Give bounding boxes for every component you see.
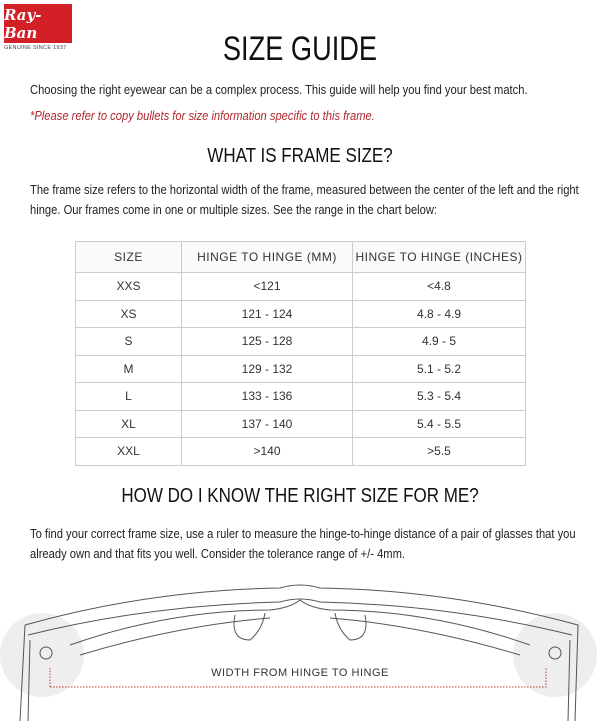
table-row: M 129 - 132 5.1 - 5.2 — [75, 354, 526, 383]
diagram-label: WIDTH FROM HINGE TO HINGE — [211, 667, 389, 679]
size-table: SIZE HINGE TO HINGE (MM) HINGE TO HINGE … — [75, 241, 526, 466]
right-size-heading: HOW DO I KNOW THE RIGHT SIZE FOR ME? — [121, 485, 479, 507]
header-mm: HINGE TO HINGE (MM) — [181, 241, 353, 273]
left-hinge-highlight — [0, 613, 84, 697]
size-cell: M — [75, 354, 182, 383]
right-hinge-highlight — [513, 613, 597, 697]
mm-cell: 137 - 140 — [181, 409, 353, 438]
mm-cell: >140 — [181, 437, 353, 466]
rayban-logo: Ray-Ban — [4, 4, 72, 43]
size-cell: S — [75, 327, 182, 356]
inches-cell: 4.8 - 4.9 — [352, 299, 526, 328]
measure-arrow — [49, 668, 547, 688]
glasses-frame-icon — [19, 584, 579, 721]
mm-cell: <121 — [181, 272, 353, 301]
table-row: XL 137 - 140 5.4 - 5.5 — [75, 409, 526, 438]
mm-cell: 121 - 124 — [181, 299, 353, 328]
table-row: L 133 - 136 5.3 - 5.4 — [75, 382, 526, 411]
page-title: SIZE GUIDE — [222, 30, 378, 68]
table-row: XXS <121 <4.8 — [75, 272, 526, 301]
table-row: XS 121 - 124 4.8 - 4.9 — [75, 299, 526, 328]
frame-size-text: The frame size refers to the horizontal … — [30, 182, 579, 217]
header-size: SIZE — [75, 241, 182, 273]
intro-text: Choosing the right eyewear can be a comp… — [30, 82, 528, 97]
size-cell: XXS — [75, 272, 182, 301]
size-cell: L — [75, 382, 182, 411]
header-inches: HINGE TO HINGE (INCHES) — [352, 241, 526, 273]
logo-tagline: GENUINE SINCE 1937 — [4, 45, 67, 51]
inches-cell: >5.5 — [352, 437, 526, 466]
mm-cell: 133 - 136 — [181, 382, 353, 411]
table-header: SIZE HINGE TO HINGE (MM) HINGE TO HINGE … — [75, 241, 526, 273]
inches-cell: 5.3 - 5.4 — [352, 382, 526, 411]
logo-text: Ray-Ban — [4, 5, 42, 42]
mm-cell: 125 - 128 — [181, 327, 353, 356]
size-cell: XS — [75, 299, 182, 328]
frame-note: *Please refer to copy bullets for size i… — [30, 108, 375, 123]
table-row: S 125 - 128 4.9 - 5 — [75, 327, 526, 356]
inches-cell: 5.4 - 5.5 — [352, 409, 526, 438]
frame-size-heading: WHAT IS FRAME SIZE? — [207, 145, 393, 167]
size-cell: XL — [75, 409, 182, 438]
size-cell: XXL — [75, 437, 182, 466]
mm-cell: 129 - 132 — [181, 354, 353, 383]
frame-diagram: WIDTH FROM HINGE TO HINGE — [0, 584, 597, 721]
table-row: XXL >140 >5.5 — [75, 437, 526, 466]
inches-cell: <4.8 — [352, 272, 526, 301]
inches-cell: 5.1 - 5.2 — [352, 354, 526, 383]
right-size-text: To find your correct frame size, use a r… — [30, 526, 576, 561]
inches-cell: 4.9 - 5 — [352, 327, 526, 356]
